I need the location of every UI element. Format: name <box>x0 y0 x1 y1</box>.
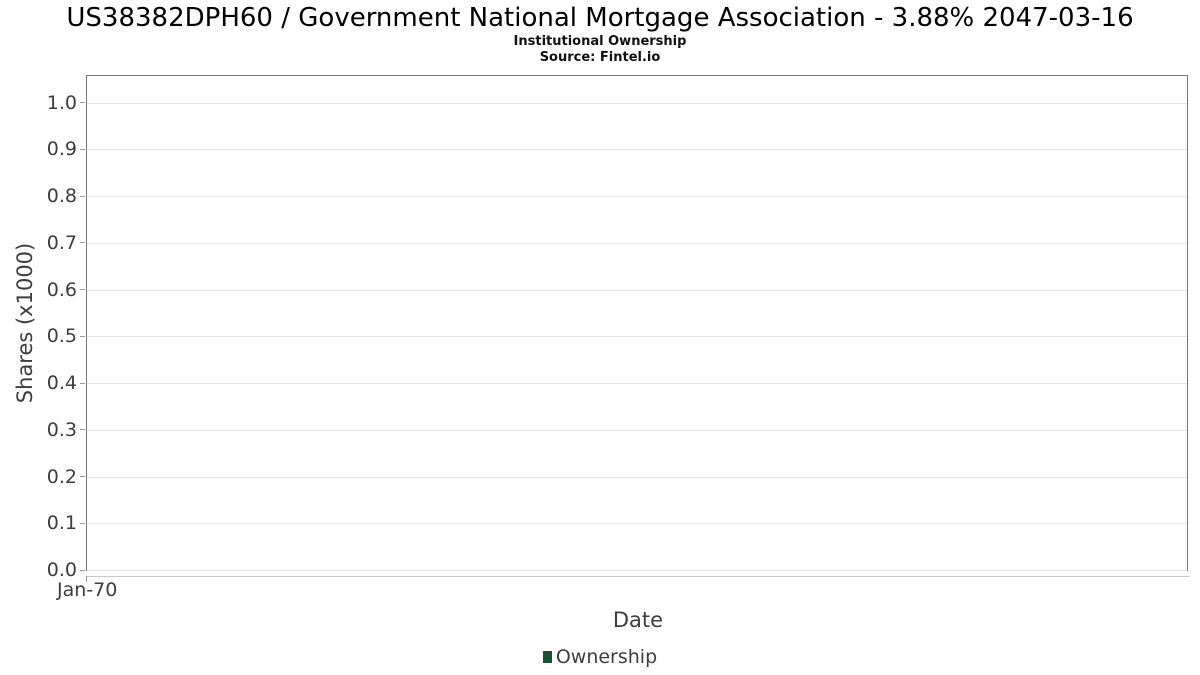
y-tick-label: 0.9 <box>46 138 77 161</box>
legend-label-ownership: Ownership <box>555 646 658 668</box>
legend: Ownership <box>0 646 1200 668</box>
y-tick-label: 0.5 <box>46 325 77 348</box>
y-tick-mark <box>80 102 85 104</box>
y-tick-label: 0.0 <box>46 559 77 581</box>
y-tick-mark <box>80 335 85 337</box>
y-tick-mark <box>80 382 85 384</box>
x-axis-title: Date <box>612 608 664 632</box>
y-tick-label: 0.7 <box>46 231 77 254</box>
y-tick-label: 0.4 <box>46 372 77 395</box>
chart-source: Source: Fintel.io <box>539 50 661 65</box>
chart-title: US38382DPH60 / Government National Mortg… <box>66 3 1134 33</box>
plot-area <box>86 75 1188 571</box>
x-axis-line <box>86 576 1190 577</box>
gridline <box>87 429 1187 431</box>
gridline <box>87 570 1187 571</box>
gridline <box>87 476 1187 478</box>
gridline <box>87 242 1187 244</box>
y-tick-labels: 1.0 0.9 0.8 0.7 0.6 0.5 0.4 0.3 0.2 0.1 0.0 <box>0 76 77 581</box>
y-tick-mark <box>80 476 85 478</box>
x-axis-tick-mark <box>86 576 87 582</box>
y-tick-mark <box>80 289 85 291</box>
gridline <box>87 336 1187 338</box>
legend-swatch-ownership <box>542 651 552 663</box>
y-tick-mark <box>80 148 85 150</box>
gridline <box>87 102 1187 104</box>
y-tick-mark <box>80 242 85 244</box>
gridline <box>87 289 1187 291</box>
gridline <box>87 196 1187 198</box>
gridline <box>87 383 1187 385</box>
y-tick-mark <box>80 429 85 431</box>
y-tick-label: 0.8 <box>46 185 77 208</box>
y-tick-mark <box>80 569 85 571</box>
y-tick-label: 1.0 <box>46 91 77 114</box>
x-axis-tick-label: Jan-70 <box>57 579 118 601</box>
y-tick-mark <box>80 195 85 197</box>
y-tick-label: 0.1 <box>46 512 77 535</box>
gridline <box>87 523 1187 525</box>
y-tick-label: 0.2 <box>46 465 77 488</box>
y-tick-label: 0.3 <box>46 418 77 441</box>
y-tick-marks <box>80 76 85 571</box>
gridline <box>87 149 1187 151</box>
chart-subtitle: Institutional Ownership <box>513 34 687 49</box>
y-tick-label: 0.6 <box>46 278 77 301</box>
y-tick-mark <box>80 522 85 524</box>
